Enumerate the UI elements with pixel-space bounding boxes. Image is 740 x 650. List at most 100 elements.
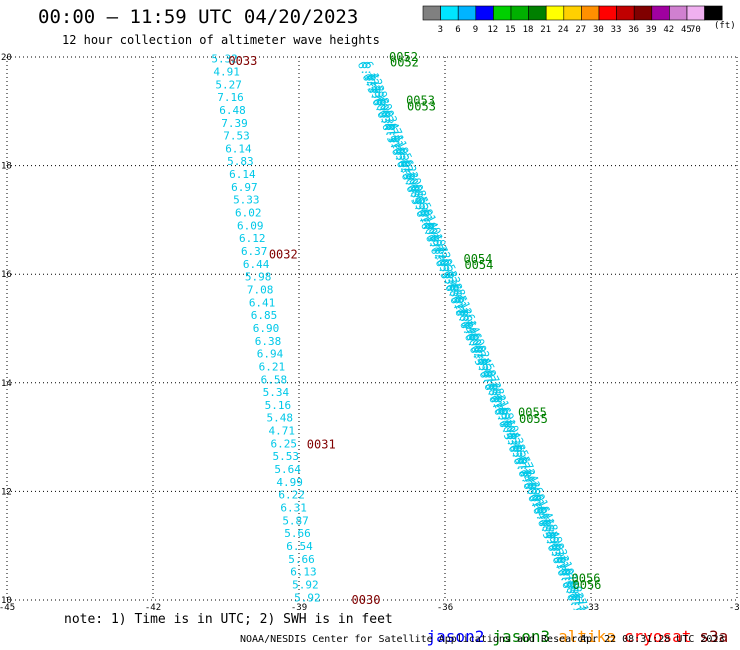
- colorbar-tick-label: 27: [575, 25, 586, 35]
- swh-value-label: 5.87: [282, 514, 309, 527]
- pass-time-label: 0032: [269, 248, 298, 262]
- swh-value-label: 6.02: [235, 207, 261, 220]
- swh-value-label: 5.48: [267, 412, 294, 425]
- colorbar-tick-label: 45: [681, 25, 692, 35]
- swh-value-label: 6.09: [237, 219, 264, 232]
- swh-value-label: 6.85: [251, 309, 277, 322]
- swh-value-label: 5.16: [265, 399, 292, 412]
- swh-value-label: 5.32: [211, 53, 238, 66]
- colorbar-tick-label: 9: [473, 25, 478, 35]
- swh-value-label: 7.39: [221, 117, 248, 130]
- y-tick-label: 12: [1, 487, 12, 497]
- pass-time-label: 0052: [389, 50, 418, 64]
- swh-value-label: 6.41: [249, 296, 275, 309]
- legend-s3a: s3a: [699, 627, 729, 646]
- pass-time-label: 0033: [228, 54, 257, 68]
- satellite-legend: jason2 jason3 altika cryosat s3a: [388, 608, 736, 650]
- x-tick-label: -42: [145, 603, 161, 610]
- swh-value-label: 6.48: [219, 104, 246, 117]
- swh-value-label: 6.14: [225, 142, 252, 155]
- x-tick-label: -45: [0, 603, 15, 610]
- swh-value-label: 4.99: [276, 476, 303, 489]
- colorbar-tick-label: 24: [558, 25, 569, 35]
- swh-value-label: 5.66: [284, 527, 311, 540]
- swh-value-label: 6.13: [290, 566, 317, 579]
- colorbar-tick-label: 30: [593, 25, 604, 35]
- pass-time-label: 0054: [464, 258, 493, 272]
- colorbar-tick-label: 70: [690, 25, 701, 35]
- swh-value-label: 6.58: [261, 373, 288, 386]
- y-tick-label: 18: [1, 162, 12, 172]
- legend-jason2: jason2: [426, 627, 485, 646]
- swh-value-label: 5.64: [274, 463, 301, 476]
- legend-cryosat: cryosat: [623, 627, 692, 646]
- pass-time-label: 0030: [352, 593, 381, 607]
- colorbar-swatch: [704, 5, 723, 21]
- pass-time-label: 0056: [572, 571, 601, 585]
- x-tick-label: -30: [729, 603, 740, 610]
- pass-time-label: 0031: [307, 438, 336, 452]
- legend-jason3: jason3: [492, 627, 551, 646]
- swh-value-label: 6.22: [278, 489, 305, 502]
- swh-value-label: 6.25: [270, 437, 297, 450]
- y-tick-label: 16: [1, 270, 12, 280]
- swh-value-label: 5.83: [227, 155, 254, 168]
- swh-value-label: 5.53: [272, 450, 299, 463]
- swh-value-label: 6.97: [231, 181, 258, 194]
- colorbar-tick-label: 36: [628, 25, 639, 35]
- pass-time-label: 0055: [518, 406, 547, 420]
- swh-value-label: 6.37: [241, 245, 268, 258]
- credit-line: NOAA/NESDIS Center for Satellite Applica…: [240, 634, 590, 645]
- colorbar-tick-label: 33: [611, 25, 622, 35]
- colorbar-tick-label: 12: [487, 25, 498, 35]
- plot-area: -45-42-39-36-33-301012141618205.925.926.…: [0, 50, 740, 610]
- swh-value-label: 7.16: [217, 91, 244, 104]
- pass-time-label: 0053: [407, 99, 436, 113]
- pass-time-label: 0052: [390, 55, 419, 69]
- colorbar-tick-label: 15: [505, 25, 516, 35]
- footer-note: note: 1) Time is in UTC; 2) SWH is in fe…: [64, 612, 393, 627]
- swh-value-label: 6.14: [229, 168, 256, 181]
- pass-time-label: 0054: [463, 252, 492, 266]
- colorbar-tick-label: 42: [663, 25, 674, 35]
- y-tick-label: 10: [1, 596, 12, 606]
- swh-value-label: 5.33: [233, 194, 259, 207]
- swh-value-label: 6.94: [257, 348, 284, 361]
- x-tick-label: -36: [437, 603, 453, 610]
- swh-value-label: 5.66: [288, 553, 315, 566]
- x-tick-label: -33: [583, 603, 599, 610]
- x-tick-label: -39: [291, 603, 307, 610]
- colorbar-tick-label: 3: [438, 25, 443, 35]
- pass-time-label: 0056: [573, 578, 602, 592]
- swh-value-label: 6.44: [243, 258, 270, 271]
- pass-time-label: 0055: [519, 412, 548, 426]
- chart-title: 00:00 — 11:59 UTC 04/20/2023: [38, 6, 359, 28]
- swh-value-label: 5.98: [245, 271, 272, 284]
- swh-value-label: 5.27: [215, 78, 242, 91]
- swh-value-label: 5.92: [292, 578, 319, 591]
- swh-value-label: 6.31: [280, 502, 307, 515]
- chart-subtitle: 12 hour collection of altimeter wave hei…: [62, 33, 380, 47]
- swh-value-label: 6.54: [286, 540, 313, 553]
- swh-value-label: 4.91: [213, 65, 240, 78]
- colorbar-tick-label: 18: [523, 25, 534, 35]
- colorbar-tick-label: 6: [455, 25, 460, 35]
- legend-altika: altika: [558, 627, 616, 646]
- y-tick-label: 14: [1, 379, 12, 389]
- swh-value-label: 6.38: [255, 335, 282, 348]
- swh-value-label: 7.53: [223, 130, 250, 143]
- swh-value-label: 5.92: [294, 591, 321, 604]
- colorbar-tick-label: 21: [540, 25, 551, 35]
- swh-value-label: 6.12: [239, 232, 266, 245]
- swh-value-label: 7.08: [247, 283, 274, 296]
- pass-time-label: 0053: [406, 93, 435, 107]
- swh-value-label: 6.90: [253, 322, 280, 335]
- color-scale-unit: (ft): [714, 21, 736, 31]
- swh-value-label: 6.21: [259, 360, 286, 373]
- swh-value-label: 5.34: [263, 386, 290, 399]
- swh-value-label: 4.71: [269, 425, 296, 438]
- y-tick-label: 20: [1, 53, 12, 63]
- colorbar-tick-label: 39: [646, 25, 657, 35]
